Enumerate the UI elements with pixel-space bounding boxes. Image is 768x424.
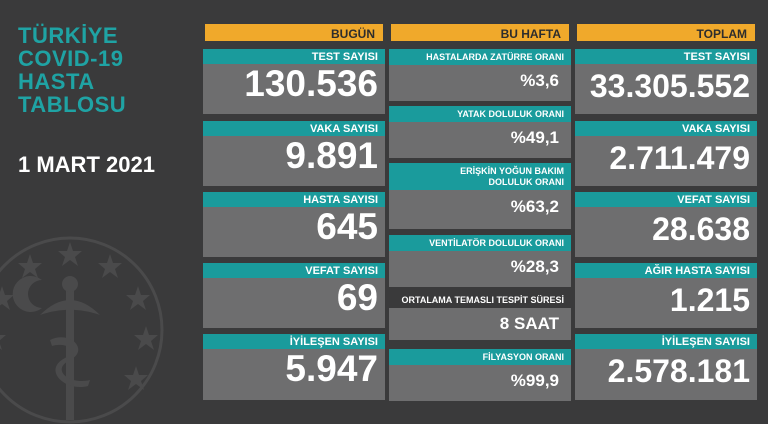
card-label: TEST SAYISI [575, 49, 757, 64]
week-icu-occupancy-card: ERİŞKİN YOĞUN BAKIM DOLULUK ORANI %63,2 [389, 163, 571, 229]
card-value: 69 [336, 277, 378, 318]
today-header: BUGÜN [203, 22, 385, 43]
card-value: %28,3 [510, 257, 559, 276]
card-label: AĞIR HASTA SAYISI [575, 263, 757, 278]
page-title: TÜRKİYE COVID-19 HASTA TABLOSU [18, 24, 126, 116]
card-value: 130.536 [244, 63, 378, 104]
total-recovered-card: İYİLEŞEN SAYISI 2.578.181 [575, 334, 757, 400]
this-week-column: BU HAFTA HASTALARDA ZATÜRRE ORANI %3,6 Y… [389, 22, 571, 402]
title-line: COVID-19 [18, 46, 124, 71]
card-value: 2.711.479 [609, 140, 750, 176]
card-label: HASTA SAYISI [203, 192, 385, 207]
report-date: 1 MART 2021 [18, 152, 155, 177]
today-case-card: VAKA SAYISI 9.891 [203, 121, 385, 186]
week-bed-occupancy-card: YATAK DOLULUK ORANI %49,1 [389, 106, 571, 158]
today-test-card: TEST SAYISI 130.536 [203, 49, 385, 114]
title-line: HASTA [18, 69, 95, 94]
title-line: TÜRKİYE [18, 23, 119, 48]
week-ventilator-card: VENTİLATÖR DOLULUK ORANI %28,3 [389, 235, 571, 287]
card-value: 2.578.181 [607, 353, 750, 389]
total-column: TOPLAM TEST SAYISI 33.305.552 VAKA SAYIS… [575, 22, 757, 402]
today-column: BUGÜN TEST SAYISI 130.536 VAKA SAYISI 9.… [203, 22, 385, 402]
card-label: TEST SAYISI [203, 49, 385, 64]
total-test-card: TEST SAYISI 33.305.552 [575, 49, 757, 114]
card-label: VAKA SAYISI [575, 121, 757, 136]
card-value: %99,9 [510, 371, 559, 390]
total-header: TOPLAM [575, 22, 757, 43]
card-label: VEFAT SAYISI [575, 192, 757, 207]
week-pneumonia-card: HASTALARDA ZATÜRRE ORANI %3,6 [389, 49, 571, 101]
card-label: İYİLEŞEN SAYISI [203, 334, 385, 349]
card-value: 9.891 [285, 135, 378, 176]
card-label: VAKA SAYISI [203, 121, 385, 136]
ministry-emblem-icon [0, 236, 164, 424]
card-value: 645 [316, 206, 378, 247]
card-value: 5.947 [285, 348, 378, 389]
card-label: ORTALAMA TEMASLI TESPİT SÜRESİ [389, 292, 571, 308]
today-recovered-card: İYİLEŞEN SAYISI 5.947 [203, 334, 385, 400]
card-label: İYİLEŞEN SAYISI [575, 334, 757, 349]
card-value: %49,1 [510, 128, 559, 147]
card-value: %63,2 [510, 197, 559, 216]
card-value: 28.638 [652, 211, 750, 247]
card-label: HASTALARDA ZATÜRRE ORANI [389, 49, 571, 65]
card-value: 1.215 [669, 282, 750, 318]
card-label: YATAK DOLULUK ORANI [389, 106, 571, 122]
total-death-card: VEFAT SAYISI 28.638 [575, 192, 757, 257]
total-case-card: VAKA SAYISI 2.711.479 [575, 121, 757, 186]
this-week-header: BU HAFTA [389, 22, 571, 43]
today-patient-card: HASTA SAYISI 645 [203, 192, 385, 257]
today-death-card: VEFAT SAYISI 69 [203, 263, 385, 328]
card-value: 33.305.552 [589, 68, 750, 104]
card-label: FİLYASYON ORANI [389, 349, 571, 365]
card-label: ERİŞKİN YOĞUN BAKIM DOLULUK ORANI [389, 163, 571, 190]
card-value: %3,6 [520, 71, 559, 90]
title-line: TABLOSU [18, 92, 127, 117]
total-critical-card: AĞIR HASTA SAYISI 1.215 [575, 263, 757, 328]
card-value: 8 SAAT [389, 308, 571, 340]
week-filiation-card: FİLYASYON ORANI %99,9 [389, 349, 571, 401]
card-label: VEFAT SAYISI [203, 263, 385, 278]
card-label: VENTİLATÖR DOLULUK ORANI [389, 235, 571, 251]
week-contact-tracing-card: ORTALAMA TEMASLI TESPİT SÜRESİ 8 SAAT [389, 292, 571, 344]
